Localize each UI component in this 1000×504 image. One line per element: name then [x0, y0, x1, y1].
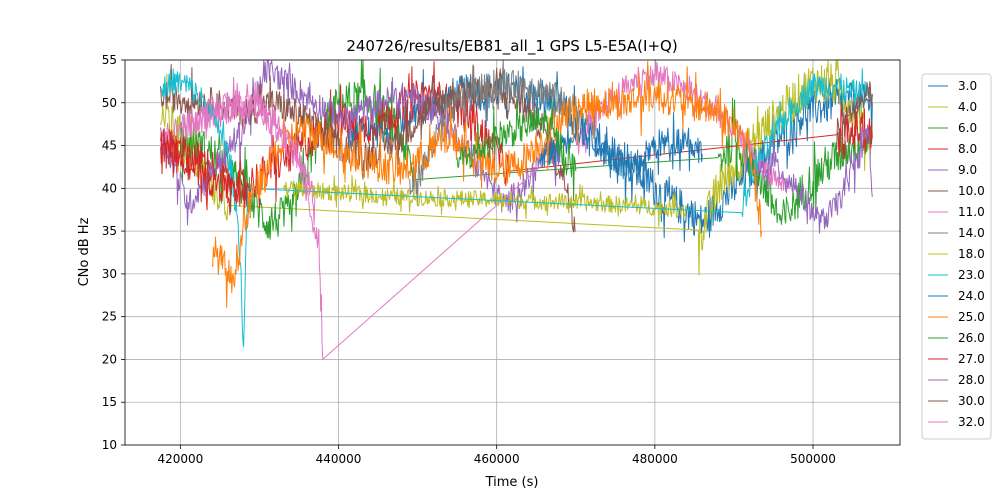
x-tick-label: 420000: [157, 452, 203, 466]
y-tick-label: 45: [102, 139, 117, 153]
y-tick-label: 30: [102, 267, 117, 281]
legend-label: 10.0: [958, 184, 985, 198]
plot-area: [125, 60, 900, 445]
x-axis-label: Time (s): [485, 475, 539, 490]
series-line-28-0: [757, 124, 873, 234]
series-layer: [160, 60, 873, 360]
legend-label: 26.0: [958, 331, 985, 345]
legend-label: 14.0: [958, 226, 985, 240]
y-tick-label: 55: [102, 53, 117, 67]
y-tick-label: 15: [102, 395, 117, 409]
legend-label: 30.0: [958, 394, 985, 408]
y-axis-label: CNo dB Hz: [77, 217, 92, 286]
legend-label: 9.0: [958, 163, 977, 177]
legend-box: [921, 73, 992, 440]
y-tick-label: 40: [102, 181, 117, 195]
legend-label: 6.0: [958, 121, 977, 135]
legend-label: 11.0: [958, 205, 985, 219]
legend-label: 8.0: [958, 142, 977, 156]
y-tick-label: 10: [102, 438, 117, 452]
legend-label: 24.0: [958, 289, 985, 303]
legend: 3.0 4.0 6.0 8.0 9.0 10.0 11.0 14.0 18.0 23.0 24.0 2…: [921, 73, 992, 440]
y-axis-ticks: 10 15 20 25 30 35 40 45 50 55: [102, 53, 125, 452]
x-tick-label: 440000: [316, 452, 362, 466]
x-tick-label: 480000: [632, 452, 678, 466]
x-tick-label: 460000: [474, 452, 520, 466]
legend-label: 23.0: [958, 268, 985, 282]
y-tick-label: 20: [102, 352, 117, 366]
axes-frame: [124, 59, 901, 446]
series-line-25-0: [211, 60, 763, 308]
chart-title: 240726/results/EB81_all_1 GPS L5-E5A(I+Q…: [346, 37, 677, 56]
series-line-14-0: [409, 60, 572, 207]
legend-label: 27.0: [958, 352, 985, 366]
x-axis-ticks: 420000 440000 460000 480000 500000: [157, 445, 836, 466]
y-tick-label: 35: [102, 224, 117, 238]
series-line-30-0: [836, 81, 873, 151]
legend-label: 3.0: [958, 79, 977, 93]
series-line-18-0: [282, 174, 687, 227]
x-tick-label: 500000: [790, 452, 836, 466]
series-line-24-0: [539, 112, 703, 184]
series-line-9-0: [160, 60, 561, 226]
legend-label: 18.0: [958, 247, 985, 261]
legend-label: 4.0: [958, 100, 977, 114]
legend-label: 28.0: [958, 373, 985, 387]
y-tick-label: 50: [102, 96, 117, 110]
y-tick-label: 25: [102, 310, 117, 324]
series-line-26-0: [456, 98, 577, 201]
legend-label: 25.0: [958, 310, 985, 324]
legend-label: 32.0: [958, 415, 985, 429]
series-line-27-0: [160, 128, 248, 216]
series-line-32-0: [179, 76, 316, 226]
